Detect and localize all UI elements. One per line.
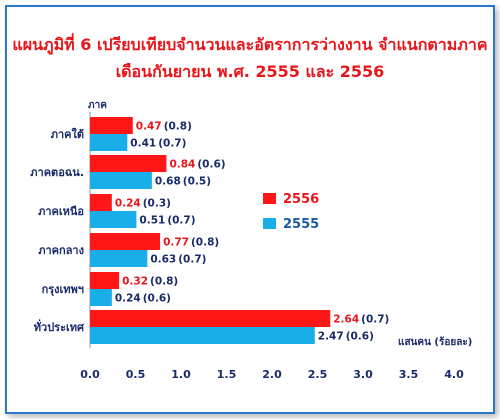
data-label: 0.77 (0.8)	[163, 237, 219, 249]
category-label: ภาคตอฉน.	[30, 166, 84, 179]
bar-2556	[90, 194, 112, 211]
bar-2555	[90, 250, 148, 267]
bar-2555	[90, 327, 315, 344]
bar-2555	[90, 289, 112, 306]
data-label: 2.64 (0.7)	[333, 314, 389, 326]
value-label: 0.24	[115, 293, 141, 305]
value-label: 0.24	[115, 198, 141, 210]
rate-label: (0.8)	[191, 237, 219, 249]
x-tick-label: 3.5	[399, 368, 419, 381]
data-label: 2.47 (0.6)	[318, 331, 374, 343]
rate-label: (0.6)	[346, 331, 374, 343]
x-tick-label: 2.0	[262, 368, 282, 381]
legend-label-2555: 2555	[283, 217, 319, 232]
data-label: 0.63 (0.7)	[150, 254, 206, 266]
rate-label: (0.5)	[183, 176, 211, 188]
data-label: 0.47 (0.8)	[136, 121, 192, 133]
bar-2556	[90, 310, 331, 327]
bar-2556	[90, 155, 167, 172]
y-axis-title: ภาค	[88, 100, 107, 111]
chart-subtitle: เดือนกันยายน พ.ศ. 2555 และ 2556	[115, 62, 385, 81]
value-label: 0.51	[139, 215, 165, 227]
rate-label: (0.7)	[178, 254, 206, 266]
bar-2555	[90, 211, 137, 228]
value-label: 0.32	[122, 276, 148, 288]
category-label: ทั่วประเทศ	[34, 319, 85, 334]
data-label: 0.24 (0.6)	[115, 293, 171, 305]
x-tick-label: 4.0	[444, 368, 464, 381]
rate-label: (0.8)	[150, 276, 178, 288]
data-label: 0.41 (0.7)	[130, 138, 186, 150]
x-axis-title: แสนคน (ร้อยละ)	[398, 336, 472, 348]
value-label: 0.63	[150, 254, 176, 266]
category-label: ภาคกลาง	[38, 244, 84, 257]
legend-label-2556: 2556	[283, 192, 319, 207]
x-tick-label: 1.0	[171, 368, 191, 381]
value-label: 0.84	[169, 159, 195, 171]
rate-label: (0.6)	[197, 159, 225, 171]
data-label: 0.84 (0.6)	[169, 159, 225, 171]
data-label: 0.51 (0.7)	[139, 215, 195, 227]
data-label: 0.68 (0.5)	[155, 176, 211, 188]
x-tick-label: 3.0	[353, 368, 373, 381]
category-label: ภาคใต้	[51, 127, 84, 141]
value-label: 0.47	[136, 121, 162, 133]
data-label: 0.24 (0.3)	[115, 198, 171, 210]
value-label: 2.64	[333, 314, 359, 326]
bar-2555	[90, 134, 128, 151]
legend: 2556 2555	[263, 192, 319, 232]
data-label: 0.32 (0.8)	[122, 276, 178, 288]
bar-2555	[90, 172, 152, 189]
value-label: 0.77	[163, 237, 189, 249]
x-tick-label: 2.5	[308, 368, 328, 381]
x-tick-label: 1.5	[217, 368, 237, 381]
value-label: 2.47	[318, 331, 344, 343]
bar-2556	[90, 117, 133, 134]
rate-label: (0.7)	[361, 314, 389, 326]
bar-2556	[90, 233, 161, 250]
category-label: ภาคเหนือ	[38, 205, 84, 218]
x-tick-labels: 0.0 0.5 1.0 1.5 2.0 2.5 3.0 3.5 4.0	[80, 368, 464, 381]
chart-title: แผนภูมิที่ 6 เปรียบเทียบจำนวนและอัตราการ…	[12, 35, 488, 54]
value-label: 0.41	[130, 138, 156, 150]
rate-label: (0.3)	[143, 198, 171, 210]
rate-label: (0.7)	[158, 138, 186, 150]
chart-frame	[5, 5, 495, 414]
x-tick-label: 0.0	[80, 368, 100, 381]
legend-swatch-2555	[263, 218, 276, 229]
bar-2556	[90, 272, 120, 289]
x-tick-label: 0.5	[126, 368, 146, 381]
bars-group: ภาคใต้0.47 (0.8)0.41 (0.7)ภาคตอฉน.0.84 (0.6…	[30, 117, 389, 344]
rate-label: (0.8)	[164, 121, 192, 133]
value-label: 0.68	[155, 176, 181, 188]
rate-label: (0.7)	[167, 215, 195, 227]
legend-swatch-2556	[263, 193, 276, 204]
category-label: กรุงเทพฯ	[42, 283, 84, 297]
rate-label: (0.6)	[143, 293, 171, 305]
